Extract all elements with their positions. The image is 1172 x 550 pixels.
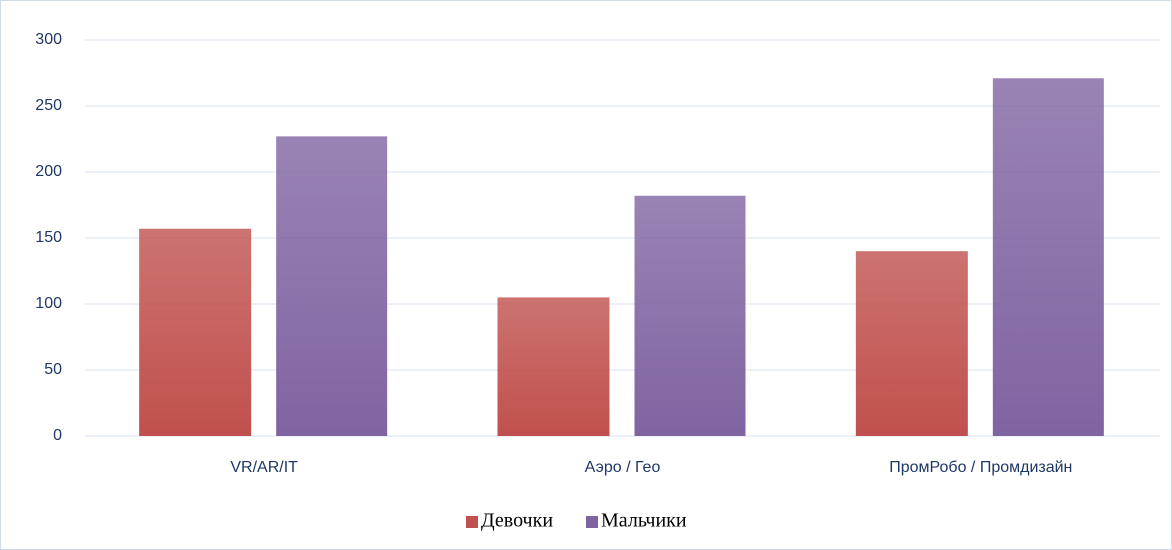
x-tick-label: Аэро / Гео [585, 459, 661, 476]
legend-label: Девочки [481, 510, 553, 532]
legend-swatch [586, 516, 598, 528]
x-tick-label: ПромРобо / Промдизайн [889, 459, 1072, 476]
y-tick-label: 300 [35, 31, 62, 48]
y-tick-label: 50 [44, 361, 62, 378]
legend-swatch [466, 516, 478, 528]
bar [139, 228, 252, 436]
bar [276, 136, 388, 437]
bar [497, 297, 610, 436]
y-tick-label: 100 [35, 295, 62, 312]
legend-label: Мальчики [601, 510, 687, 532]
bar [992, 78, 1104, 436]
bar [855, 251, 968, 436]
bar [634, 195, 746, 436]
y-tick-label: 200 [35, 163, 62, 180]
x-tick-label: VR/AR/IT [230, 459, 298, 476]
y-tick-label: 150 [35, 229, 62, 246]
y-tick-label: 0 [53, 427, 62, 444]
y-tick-label: 250 [35, 97, 62, 114]
